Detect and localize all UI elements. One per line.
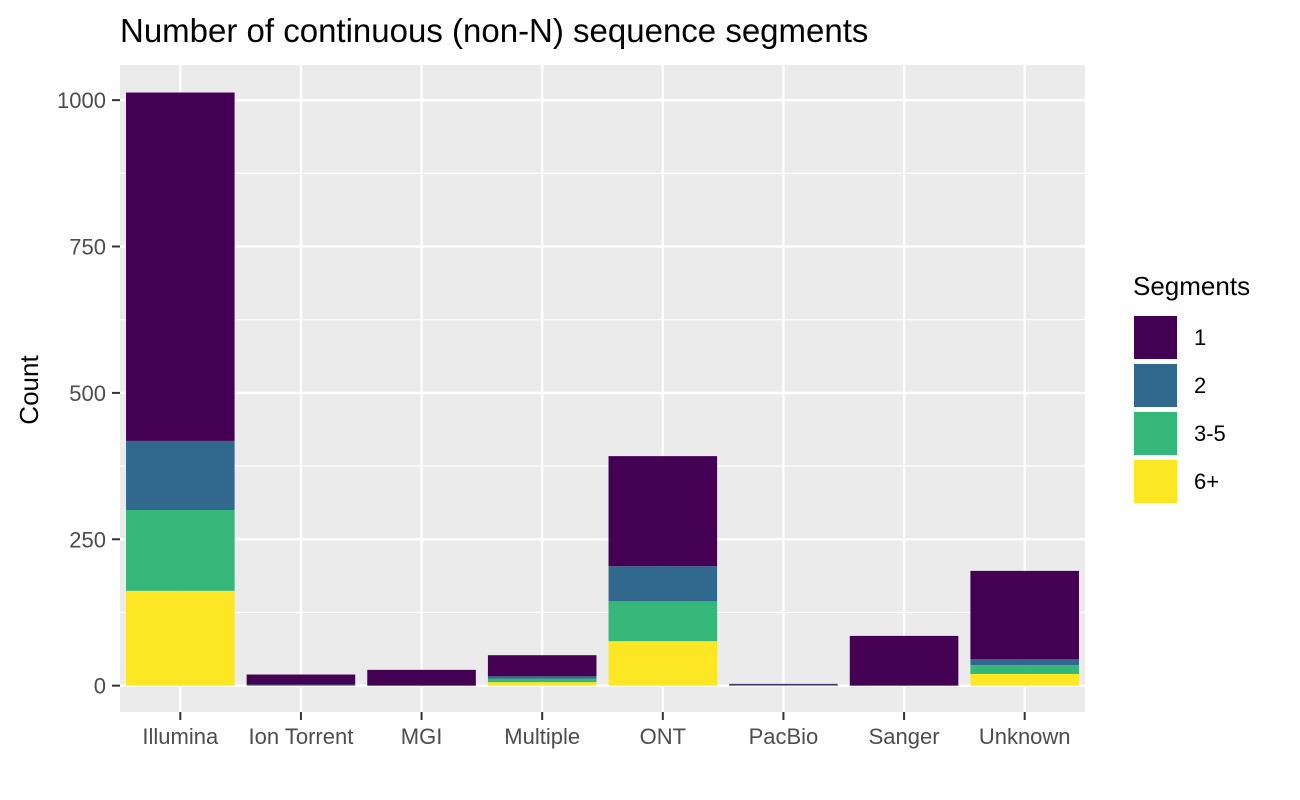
bar-segment <box>608 601 718 642</box>
x-tick-label: Illumina <box>142 724 219 749</box>
x-tick-label: PacBio <box>749 724 819 749</box>
bar-segment <box>487 655 597 677</box>
bars <box>126 92 1079 686</box>
x-tick-label: Sanger <box>869 724 940 749</box>
legend-key <box>1132 410 1179 457</box>
y-tick-label: 1000 <box>57 88 106 113</box>
legend-key <box>1132 362 1179 409</box>
legend-title: Segments <box>1133 271 1250 301</box>
bar-segment <box>608 456 718 567</box>
x-tick-label: Multiple <box>504 724 580 749</box>
bar-segment <box>970 665 1079 674</box>
bar-segment <box>970 673 1079 686</box>
bar-segment <box>849 635 959 686</box>
bar-segment <box>246 684 356 686</box>
bar-segment <box>608 566 718 602</box>
y-axis: 0 250 500 750 1000 <box>57 88 120 699</box>
plot-panel <box>120 65 1085 712</box>
bar-segment <box>126 509 235 591</box>
x-tick-label: MGI <box>401 724 443 749</box>
legend-label: 1 <box>1194 325 1206 350</box>
bar-segment <box>608 641 718 686</box>
bar-segment <box>487 678 597 683</box>
x-tick-label: Unknown <box>979 724 1071 749</box>
legend-key <box>1132 458 1179 505</box>
y-tick-label: 500 <box>69 381 106 406</box>
bar-segment <box>126 590 235 686</box>
y-tick-label: 0 <box>94 674 106 699</box>
x-axis: Illumina Ion Torrent MGI Multiple ONT PacBio S… <box>142 712 1071 749</box>
y-tick-label: 250 <box>69 527 106 552</box>
bar-segment <box>970 570 1079 660</box>
y-axis-title: Count <box>14 355 44 425</box>
bar-segment <box>126 92 235 441</box>
bar-segment <box>487 682 597 686</box>
legend-label: 3-5 <box>1194 421 1226 446</box>
x-tick-label: ONT <box>640 724 686 749</box>
chart-title: Number of continuous (non-N) sequence se… <box>120 12 868 49</box>
bar-segment <box>729 684 838 686</box>
x-tick-label: Ion Torrent <box>249 724 354 749</box>
bar-segment <box>729 683 838 685</box>
bar-segment <box>970 659 1079 666</box>
legend-label: 2 <box>1194 373 1206 398</box>
legend: Segments 1 2 3-5 6+ <box>1132 271 1250 505</box>
y-tick-label: 750 <box>69 235 106 260</box>
bar-segment <box>246 674 356 685</box>
bar-segment <box>367 669 476 686</box>
bar-segment <box>126 440 235 510</box>
legend-key <box>1132 314 1179 361</box>
bar-segment <box>487 676 597 679</box>
legend-label: 6+ <box>1194 469 1219 494</box>
